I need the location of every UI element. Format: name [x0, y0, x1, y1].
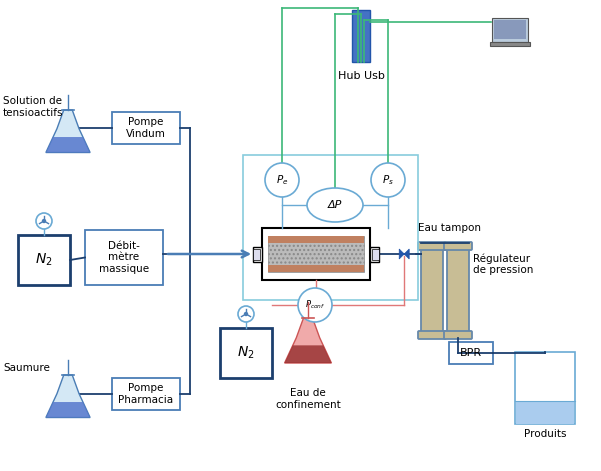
- Text: Solution de
tensioactifs: Solution de tensioactifs: [3, 96, 64, 118]
- Text: $P_{conf}$: $P_{conf}$: [305, 299, 325, 311]
- FancyBboxPatch shape: [515, 352, 575, 424]
- Circle shape: [238, 306, 254, 322]
- Circle shape: [43, 219, 46, 222]
- Text: Hub Usb: Hub Usb: [338, 71, 385, 81]
- FancyBboxPatch shape: [262, 228, 370, 280]
- Polygon shape: [399, 249, 409, 259]
- FancyBboxPatch shape: [268, 236, 364, 272]
- Polygon shape: [46, 110, 90, 153]
- Text: BPR: BPR: [460, 348, 482, 358]
- FancyBboxPatch shape: [18, 235, 70, 285]
- FancyBboxPatch shape: [447, 248, 469, 333]
- Text: Saumure: Saumure: [3, 363, 50, 373]
- FancyBboxPatch shape: [85, 230, 163, 285]
- Ellipse shape: [307, 188, 363, 222]
- Circle shape: [298, 288, 332, 322]
- FancyBboxPatch shape: [421, 248, 443, 333]
- FancyBboxPatch shape: [372, 249, 379, 260]
- Text: $P_e$: $P_e$: [276, 173, 288, 187]
- Text: $P_s$: $P_s$: [382, 173, 394, 187]
- Text: Produits: Produits: [523, 429, 566, 439]
- FancyBboxPatch shape: [253, 246, 262, 261]
- FancyBboxPatch shape: [370, 246, 379, 261]
- Circle shape: [245, 312, 248, 316]
- Circle shape: [265, 163, 299, 197]
- Polygon shape: [46, 402, 90, 417]
- Text: $N_2$: $N_2$: [35, 252, 53, 268]
- FancyBboxPatch shape: [268, 236, 364, 243]
- FancyBboxPatch shape: [494, 20, 526, 39]
- FancyBboxPatch shape: [352, 10, 370, 62]
- Polygon shape: [46, 137, 90, 153]
- FancyBboxPatch shape: [444, 242, 472, 250]
- FancyBboxPatch shape: [492, 18, 528, 42]
- Text: $N_2$: $N_2$: [237, 345, 255, 361]
- FancyBboxPatch shape: [253, 249, 260, 260]
- FancyBboxPatch shape: [516, 401, 574, 424]
- Polygon shape: [285, 318, 331, 363]
- FancyBboxPatch shape: [418, 242, 446, 250]
- FancyBboxPatch shape: [220, 328, 272, 378]
- Text: Eau tampon: Eau tampon: [418, 223, 481, 233]
- Text: Pompe
Pharmacia: Pompe Pharmacia: [118, 383, 174, 405]
- Text: Débit-
mètre
massique: Débit- mètre massique: [99, 241, 149, 274]
- Text: Régulateur
de pression: Régulateur de pression: [473, 253, 533, 275]
- FancyBboxPatch shape: [444, 331, 472, 339]
- FancyBboxPatch shape: [449, 342, 493, 364]
- FancyBboxPatch shape: [490, 42, 529, 46]
- Circle shape: [371, 163, 405, 197]
- FancyBboxPatch shape: [112, 112, 180, 144]
- Text: ΔP: ΔP: [328, 200, 342, 210]
- Polygon shape: [46, 375, 90, 417]
- Polygon shape: [285, 345, 331, 363]
- Text: Eau de
confinement: Eau de confinement: [275, 388, 341, 410]
- Text: Pompe
Vindum: Pompe Vindum: [126, 117, 166, 139]
- FancyBboxPatch shape: [268, 265, 364, 272]
- FancyBboxPatch shape: [418, 331, 446, 339]
- Circle shape: [36, 213, 52, 229]
- FancyBboxPatch shape: [112, 378, 180, 410]
